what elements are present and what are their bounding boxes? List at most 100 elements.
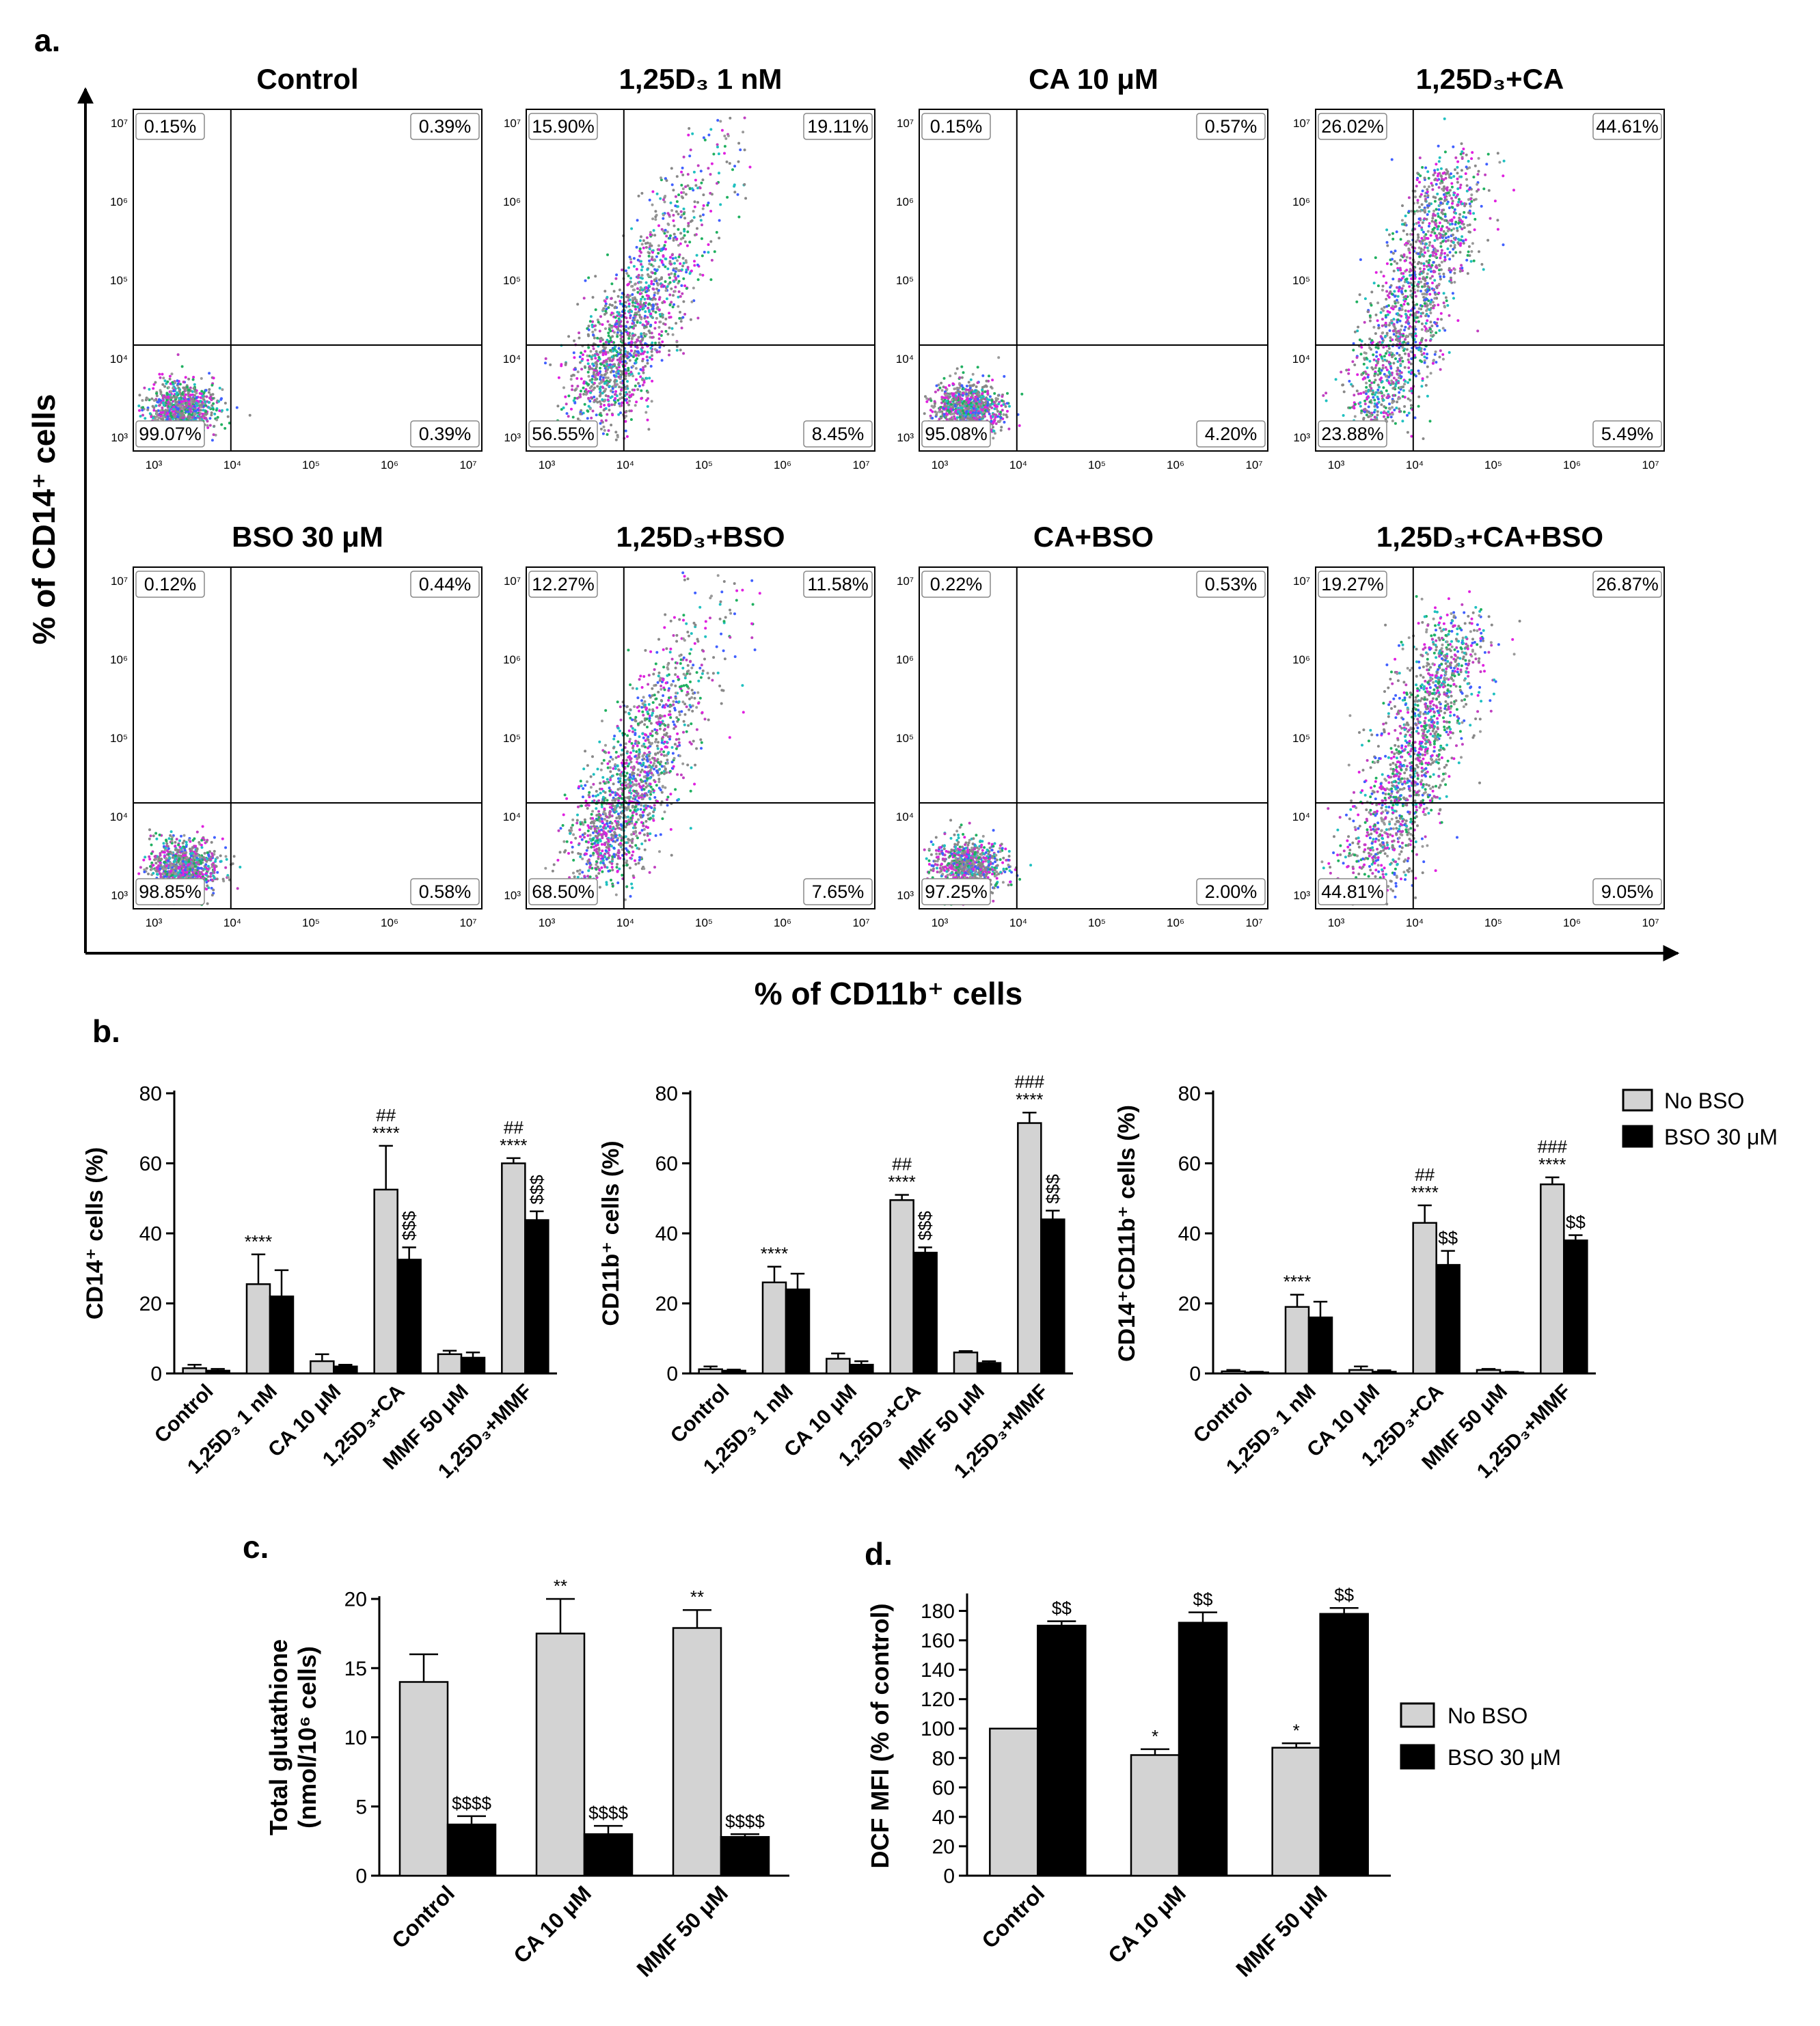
flow-dot	[1434, 292, 1437, 296]
flow-dot	[1428, 202, 1431, 205]
flow-dot	[223, 402, 227, 405]
flow-dot	[655, 287, 658, 290]
flow-dot	[1381, 337, 1384, 340]
flow-dot	[176, 415, 180, 418]
flow-dot	[625, 401, 629, 405]
flow-dot	[1421, 166, 1424, 169]
flow-dot	[1444, 240, 1448, 243]
flow-dot	[591, 330, 595, 333]
flow-dot	[993, 392, 996, 395]
flow-dot	[1391, 237, 1395, 241]
quadrant-value: 15.90%	[532, 116, 595, 137]
flow-dot	[196, 415, 200, 418]
flow-dot	[1460, 169, 1463, 172]
flow-dot	[655, 351, 659, 354]
flow-dot	[669, 262, 673, 266]
flow-dot	[691, 132, 694, 135]
flow-dot	[1440, 260, 1443, 264]
flow-dot	[947, 396, 951, 399]
flow-dot	[1419, 359, 1422, 362]
flow-dot	[671, 305, 675, 309]
flow-dot	[206, 424, 209, 427]
flow-dot	[1391, 355, 1394, 359]
flow-dot	[1403, 405, 1407, 408]
flow-dot	[602, 425, 606, 428]
flow-dot	[1452, 145, 1455, 148]
flow-dot	[1498, 161, 1502, 164]
flow-dot	[183, 396, 187, 399]
flow-dot	[685, 287, 688, 290]
flow-dot	[1443, 329, 1447, 332]
flow-dot	[679, 232, 683, 235]
flow-dot	[1348, 406, 1352, 409]
flow-dot	[951, 398, 954, 402]
flow-dot	[1445, 202, 1449, 206]
flow-dot	[1446, 304, 1450, 307]
flow-dot	[690, 187, 694, 190]
flow-dot	[1405, 256, 1409, 259]
flow-dot	[1389, 286, 1392, 289]
flow-dot	[1388, 311, 1391, 314]
flow-dot	[679, 310, 681, 314]
flow-dot	[1424, 322, 1428, 325]
flow-dot	[604, 340, 608, 344]
flow-dot	[189, 396, 192, 399]
flow-dot	[1407, 210, 1411, 213]
flow-dot	[639, 300, 642, 303]
flow-dot	[1469, 204, 1472, 208]
flow-dot	[686, 266, 690, 269]
flow-dot	[1458, 251, 1462, 254]
flow-dot	[607, 334, 610, 338]
flow-dot	[726, 195, 729, 199]
flow-y-tick: 10⁵	[503, 274, 521, 287]
flow-dot	[657, 289, 660, 292]
flow-dot	[172, 389, 176, 393]
flow-dot	[955, 387, 958, 390]
flow-dot	[612, 290, 616, 293]
flow-dot	[1420, 314, 1423, 318]
flow-dot	[1444, 236, 1448, 240]
flow-dot	[651, 354, 653, 357]
flow-dot	[663, 232, 666, 235]
flow-dot	[562, 406, 565, 409]
flow-dot	[660, 260, 664, 262]
flow-dot	[990, 406, 994, 409]
flow-dot	[186, 385, 189, 389]
flow-dot	[967, 406, 970, 409]
flow-dot	[627, 337, 631, 340]
flow-dot	[601, 392, 604, 395]
flow-dot	[610, 359, 614, 362]
flow-dot	[636, 258, 640, 262]
flow-x-tick: 10⁴	[1009, 458, 1027, 471]
flow-dot	[1439, 167, 1443, 170]
flow-dot	[1381, 331, 1384, 335]
flow-dot	[673, 303, 676, 306]
flow-dot	[1450, 185, 1454, 189]
flow-dot	[1451, 202, 1454, 205]
flow-dot	[1407, 316, 1410, 319]
flow-dot	[560, 408, 563, 411]
flow-dot	[604, 407, 608, 410]
flow-dot	[161, 415, 165, 419]
flow-dot	[1420, 242, 1423, 245]
flow-dot	[1502, 243, 1505, 247]
flow-dot	[595, 361, 598, 364]
flow-dot	[138, 394, 141, 397]
flow-dot	[572, 351, 575, 355]
flow-dot	[1424, 210, 1426, 214]
flow-dot	[171, 381, 174, 384]
flow-dot	[1402, 410, 1406, 413]
flow-dot	[193, 409, 196, 413]
flow-dot	[1425, 242, 1428, 245]
flow-dot	[616, 295, 620, 298]
flow-dot	[1407, 411, 1411, 415]
flow-dot	[201, 394, 204, 398]
flow-y-tick: 10⁶	[1292, 195, 1310, 208]
flow-dot	[647, 306, 650, 310]
flow-dot	[1402, 272, 1405, 275]
flow-dot	[992, 437, 995, 440]
flow-dot	[595, 365, 598, 368]
flow-dot	[1467, 250, 1470, 254]
flow-dot	[1357, 325, 1360, 329]
flow-dot	[1467, 245, 1471, 248]
